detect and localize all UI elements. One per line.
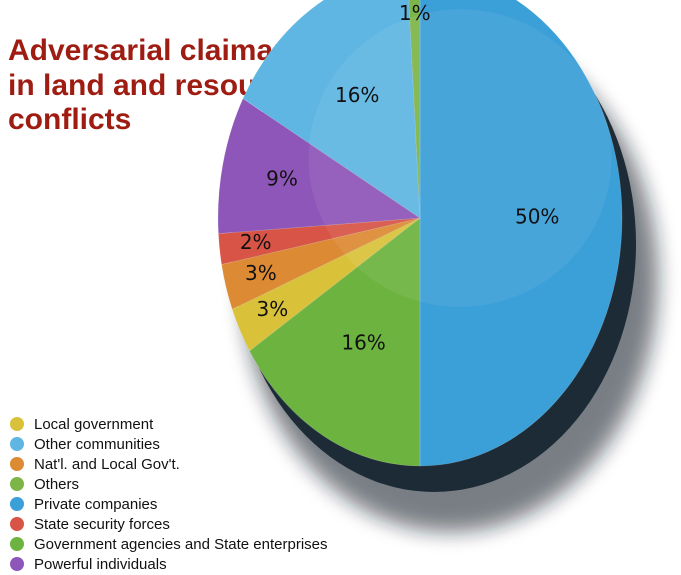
legend-label: Nat'l. and Local Gov't. [34,455,180,473]
legend-label: Other communities [34,435,160,453]
legend-item-private-companies: Private companies [10,494,328,514]
legend-label: Private companies [34,495,158,513]
pie-slice-government-agencies-and-state-enterprises [249,217,421,467]
legend-item-local-government: Local government [10,414,328,434]
pie-gloss [308,9,612,307]
legend-swatch [10,417,24,431]
legend-label: Local government [34,415,154,433]
legend: Local government Other communities Nat'l. … [10,414,328,574]
pie-label-state-security-forces: 2% [240,230,272,254]
pie-slice-private-companies [419,0,623,467]
legend-label: Others [34,475,80,493]
pie-slice-others [408,0,421,219]
legend-item-government-agencies-and-state-enterprises: Government agencies and State enterprise… [10,534,328,554]
legend-label: State security forces [34,515,170,533]
legend-label: Powerful individuals [34,555,167,573]
pie-slice-state-security-forces [218,217,421,265]
legend-swatch [10,497,24,511]
legend-swatch [10,477,24,491]
pie-labels: 50% 16% 3% 3% 2% 9% 16% 1% [240,1,560,354]
pie-label-other-communities: 16% [335,83,379,107]
legend-swatch [10,437,24,451]
pie-slice-nat-l-and-local-gov-t [221,217,421,310]
pie-label-local-government: 3% [257,297,289,321]
pie-slice-local-government [231,217,421,352]
pie-label-government-agencies-and-state-enterprises: 16% [341,331,385,355]
legend-item-powerful-individuals: Powerful individuals [10,554,328,574]
pie-label-powerful-individuals: 9% [266,167,298,191]
pie-slice-powerful-individuals [217,98,421,234]
title-line-3: conflicts [8,103,132,136]
pie-label-nat-l-and-local-gov-t: 3% [245,261,277,285]
legend-item-other-communities: Other communities [10,434,328,454]
pie-label-private-companies: 50% [515,205,559,229]
legend-item-others: Others [10,474,328,494]
pie-label-others: 1% [399,1,431,25]
legend-label: Government agencies and State enterprise… [34,535,328,553]
legend-item-nat-l-and-local-gov-t: Nat'l. and Local Gov't. [10,454,328,474]
legend-swatch [10,457,24,471]
pie-slices [217,0,623,467]
legend-swatch [10,517,24,531]
legend-swatch [10,537,24,551]
legend-swatch [10,557,24,571]
pie-slice-other-communities [242,0,421,219]
legend-item-state-security-forces: State security forces [10,514,328,534]
